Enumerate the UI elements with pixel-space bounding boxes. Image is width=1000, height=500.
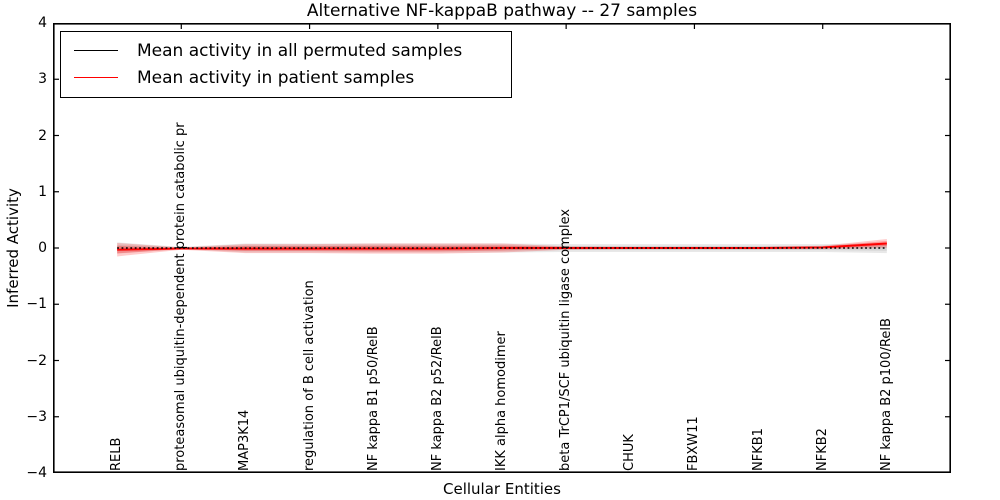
x-category-label: NF kappa B2 p52/RelB	[429, 326, 445, 471]
x-axis-label: Cellular Entities	[443, 480, 561, 498]
x-category-label: NFKB1	[750, 428, 766, 471]
x-category-label: NF kappa B2 p100/RelB	[878, 318, 894, 471]
x-category-label: beta TrCP1/SCF ubiquitin ligase complex	[558, 208, 574, 471]
axes-frame	[53, 23, 951, 473]
legend: Mean activity in all permuted samples Mea…	[60, 31, 512, 98]
plot-area	[53, 23, 951, 473]
x-category-label: RELB	[109, 437, 125, 471]
legend-entry-label: Mean activity in all permuted samples	[137, 40, 463, 61]
legend-entry-label: Mean activity in patient samples	[137, 67, 415, 88]
legend-line-sample	[74, 77, 118, 78]
legend-line-sample	[74, 50, 118, 51]
x-category-label: NF kappa B1 p50/RelB	[365, 326, 381, 471]
y-tick-label: 4	[38, 15, 47, 31]
y-tick-label: 2	[38, 127, 47, 144]
x-category-label: proteasomal ubiquitin-dependent protein …	[173, 122, 189, 471]
x-category-label: CHUK	[622, 434, 638, 471]
y-tick-label: −2	[26, 352, 47, 369]
x-category-label: regulation of B cell activation	[301, 280, 317, 471]
x-category-label: IKK alpha homodimer	[494, 331, 509, 471]
x-category-label: NFKB2	[814, 428, 830, 471]
x-category-label: FBXW11	[686, 416, 702, 471]
y-tick-label: −1	[26, 296, 47, 313]
y-tick-label: 3	[38, 71, 47, 88]
legend-entry: Mean activity in patient samples	[74, 64, 495, 91]
x-category-label: MAP3K14	[237, 409, 253, 471]
y-tick-label: −3	[26, 408, 47, 425]
y-tick-label: 0	[38, 240, 47, 256]
chart-title: Alternative NF-kappaB pathway -- 27 samp…	[306, 1, 698, 21]
legend-entry: Mean activity in all permuted samples	[74, 37, 495, 64]
y-tick-label: 1	[38, 183, 47, 200]
y-tick-label: −4	[26, 465, 47, 481]
y-axis-label: Inferred Activity	[4, 188, 22, 308]
